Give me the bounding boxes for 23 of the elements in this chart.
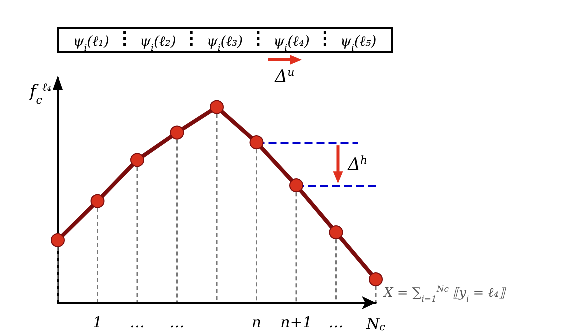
- point: [51, 233, 65, 248]
- point: [210, 100, 224, 114]
- x-axis-title: X = ∑$_{i=1}$$^{Nc}$ ⟦y$_{i}$ = ℓ₄⟧: [383, 284, 507, 304]
- text: ψ$_{i}$(ℓ₄): [274, 34, 310, 54]
- point: [290, 178, 304, 193]
- text: ψ$_{i}$(ℓ₅): [340, 34, 377, 54]
- x-tick-label: …: [130, 314, 145, 332]
- point: [250, 136, 264, 150]
- text: ψ$_{i}$(ℓ₁): [73, 34, 110, 54]
- point: [369, 272, 383, 287]
- x-tick-label: …: [328, 314, 344, 332]
- point: [329, 226, 344, 240]
- text: Δ$^{u}$: [274, 66, 295, 87]
- x-tick-label: n: [252, 314, 262, 332]
- annotation: Δ$^{h}$: [347, 154, 368, 176]
- point: [130, 153, 144, 168]
- x-tick-label: …: [170, 314, 185, 332]
- text: ψ$_{i}$(ℓ₃): [206, 34, 244, 54]
- text: ψ$_{i}$(ℓ₂): [140, 34, 176, 54]
- point: [90, 194, 105, 208]
- x-tick-label: n+1: [280, 314, 312, 332]
- x-tick-label: 1: [92, 314, 103, 332]
- point: [170, 126, 184, 140]
